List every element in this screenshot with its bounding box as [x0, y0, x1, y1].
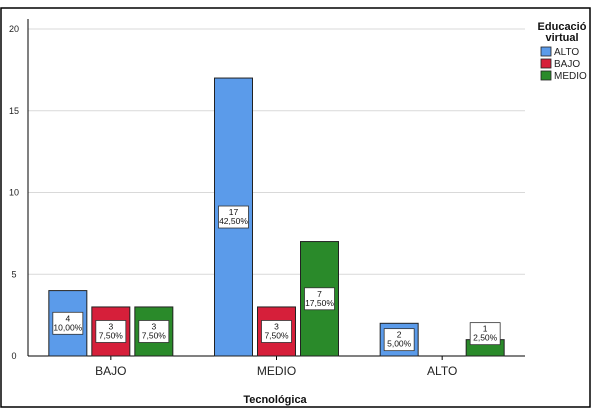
legend-title: Educació: [538, 21, 587, 33]
category-label: ALTO: [427, 364, 457, 378]
data-label-percent: 10,00%: [53, 322, 82, 332]
data-label-count: 3: [108, 321, 113, 331]
data-label-percent: 7,50%: [142, 330, 167, 340]
data-label-count: 1: [483, 324, 488, 334]
data-label-count: 7: [317, 289, 322, 299]
legend-swatch: [540, 58, 552, 69]
data-label-count: 3: [274, 321, 279, 331]
data-label-percent: 7,50%: [264, 330, 289, 340]
data-label-percent: 17,50%: [305, 298, 334, 308]
legend-title: virtual: [545, 32, 578, 44]
data-label-count: 17: [229, 207, 239, 217]
data-label-box: [304, 287, 335, 311]
bars: [48, 77, 505, 357]
data-label-count: 2: [397, 330, 402, 340]
legend-entry-label: MEDIO: [554, 71, 587, 82]
data-label-percent: 5,00%: [387, 339, 412, 349]
data-label-percent: 2,50%: [473, 333, 498, 343]
y-tick-label: 20: [9, 24, 19, 34]
data-label-count: 3: [151, 321, 156, 331]
y-tick-label: 10: [9, 188, 19, 198]
category-labels: BAJO MEDIO ALTO: [95, 364, 457, 378]
data-label-box: [52, 311, 84, 335]
data-label-box: [261, 320, 292, 343]
data-label-box: [95, 320, 127, 343]
y-tick-label: 0: [11, 351, 16, 361]
legend-swatch: [540, 46, 552, 57]
legend-entry-label: BAJO: [554, 59, 580, 70]
frame-border: [0, 7, 591, 408]
data-labels: 410,00% 37,50%37,50%1742,50%37,50%717,50%…: [52, 205, 501, 352]
category-label: MEDIO: [257, 364, 296, 378]
data-label-count: 4: [65, 313, 70, 323]
data-label-box: [469, 322, 501, 346]
legend-entry-label: ALTO: [554, 47, 579, 58]
data-label-box: [218, 205, 249, 229]
x-axis-label: Tecnológica: [243, 394, 307, 406]
y-tick-label: 5: [11, 269, 16, 279]
gridlines: [28, 28, 525, 275]
legend-swatch: [540, 70, 552, 81]
category-label: BAJO: [95, 364, 126, 378]
data-label-percent: 42,50%: [219, 216, 248, 226]
y-tick-labels: 0 5 10 15 20: [9, 24, 19, 361]
y-tick-label: 15: [9, 106, 19, 116]
data-label-percent: 7,50%: [99, 330, 124, 340]
data-label-box: [138, 320, 170, 343]
data-label-box: [383, 328, 415, 352]
